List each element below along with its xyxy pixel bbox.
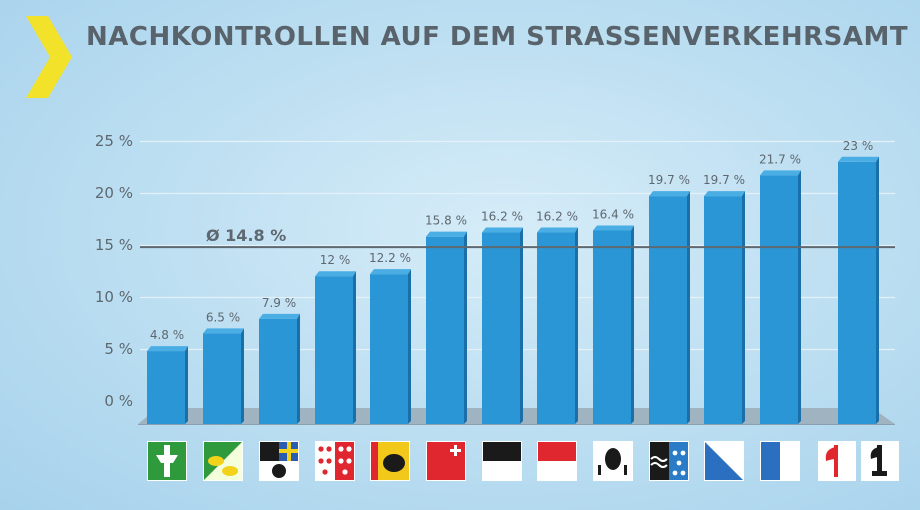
data-label: 15.8 %: [425, 214, 467, 228]
luzern-flag: [760, 441, 800, 481]
solothurn-flag: [537, 441, 577, 481]
bar: [649, 196, 687, 424]
bern-flag: [370, 441, 410, 481]
bar-top: [537, 227, 578, 233]
bar-side: [687, 191, 690, 424]
bar-side: [185, 346, 188, 424]
bar-side: [798, 170, 801, 424]
bar-side: [464, 231, 467, 424]
bar-top: [760, 170, 801, 176]
aargau-flag: [649, 441, 689, 481]
bar-top: [426, 231, 467, 237]
bar-side: [631, 225, 634, 424]
y-tick-label: 5 %: [104, 340, 133, 358]
schwyz-flag: [426, 441, 466, 481]
bar-side: [408, 269, 411, 424]
y-tick-label: 15 %: [95, 236, 133, 254]
bar-top: [203, 328, 244, 334]
bar-top: [838, 156, 879, 162]
bar-top: [649, 191, 690, 197]
data-label: 19.7 %: [703, 173, 745, 187]
data-label: 21.7 %: [759, 152, 801, 166]
thurgau-flag: [203, 441, 243, 481]
bar-side: [520, 227, 523, 424]
wallis-flag: [315, 441, 355, 481]
average-label: Ø 14.8 %: [206, 226, 286, 245]
bar: [593, 230, 631, 424]
y-tick-label: 0 %: [104, 392, 133, 410]
data-label: 16.4 %: [592, 207, 634, 221]
chart-title: NACHKONTROLLEN AUF DEM STRASSENVERKEHRSA…: [86, 22, 909, 52]
y-tick-label: 10 %: [95, 288, 133, 306]
graubuenden-flag: [259, 441, 299, 481]
bar-side: [353, 271, 356, 424]
basel-flags: [818, 441, 899, 481]
bar-top: [370, 269, 411, 275]
bar-side: [742, 191, 745, 424]
data-label: 6.5 %: [206, 310, 240, 324]
bar: [426, 236, 464, 424]
bar: [259, 318, 297, 424]
data-label: 7.9 %: [262, 296, 296, 310]
data-label: 23 %: [843, 139, 874, 153]
bar: [482, 232, 520, 424]
bar: [838, 161, 876, 425]
bar-top: [593, 225, 634, 231]
zuerich-flag: [704, 441, 744, 481]
data-label: 19.7 %: [648, 173, 690, 187]
data-label: 4.8 %: [150, 328, 184, 342]
chevron-right-icon: [26, 16, 72, 98]
bar: [203, 333, 241, 424]
data-label: 16.2 %: [481, 210, 523, 224]
st-gallen-flag: [147, 441, 187, 481]
bar-top: [259, 313, 300, 319]
bar-top: [147, 346, 188, 352]
y-tick-label: 25 %: [95, 132, 133, 150]
bar: [370, 274, 408, 424]
bar-top: [482, 227, 523, 233]
data-label: 12 %: [320, 253, 351, 267]
bar: [704, 196, 742, 424]
bar: [315, 276, 353, 424]
data-label: 12.2 %: [369, 251, 411, 265]
appenzell-ir-flag: [593, 441, 633, 481]
bar-side: [575, 227, 578, 424]
bar: [537, 232, 575, 424]
bar: [760, 175, 798, 424]
bar-side: [241, 328, 244, 424]
bar-top: [315, 271, 356, 277]
appenzell-ar-flag: [482, 441, 522, 481]
bar-side: [876, 156, 879, 425]
bar: [147, 351, 185, 424]
y-tick-label: 20 %: [95, 184, 133, 202]
bar-side: [297, 313, 300, 424]
bar-top: [704, 191, 745, 197]
data-label: 16.2 %: [536, 210, 578, 224]
